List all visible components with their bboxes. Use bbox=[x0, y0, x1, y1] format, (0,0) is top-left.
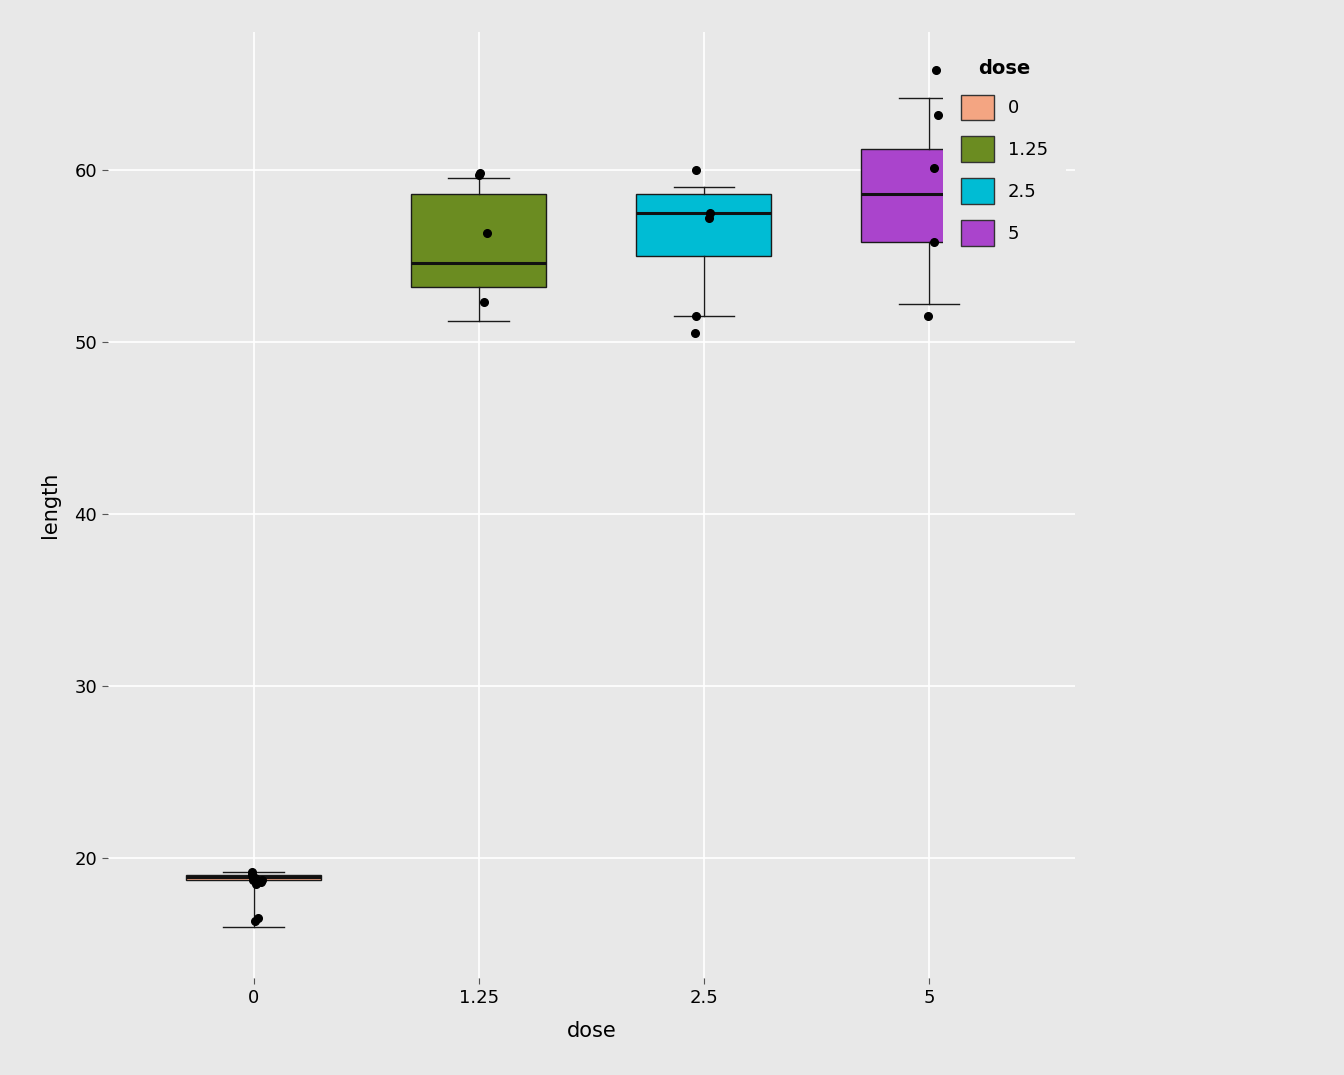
X-axis label: dose: dose bbox=[566, 1020, 617, 1041]
Bar bbox=[187, 875, 321, 880]
Legend: 0, 1.25, 2.5, 5: 0, 1.25, 2.5, 5 bbox=[943, 41, 1066, 263]
Bar bbox=[636, 194, 771, 256]
Bar bbox=[862, 149, 996, 242]
Bar bbox=[411, 194, 547, 287]
Y-axis label: length: length bbox=[40, 472, 60, 539]
